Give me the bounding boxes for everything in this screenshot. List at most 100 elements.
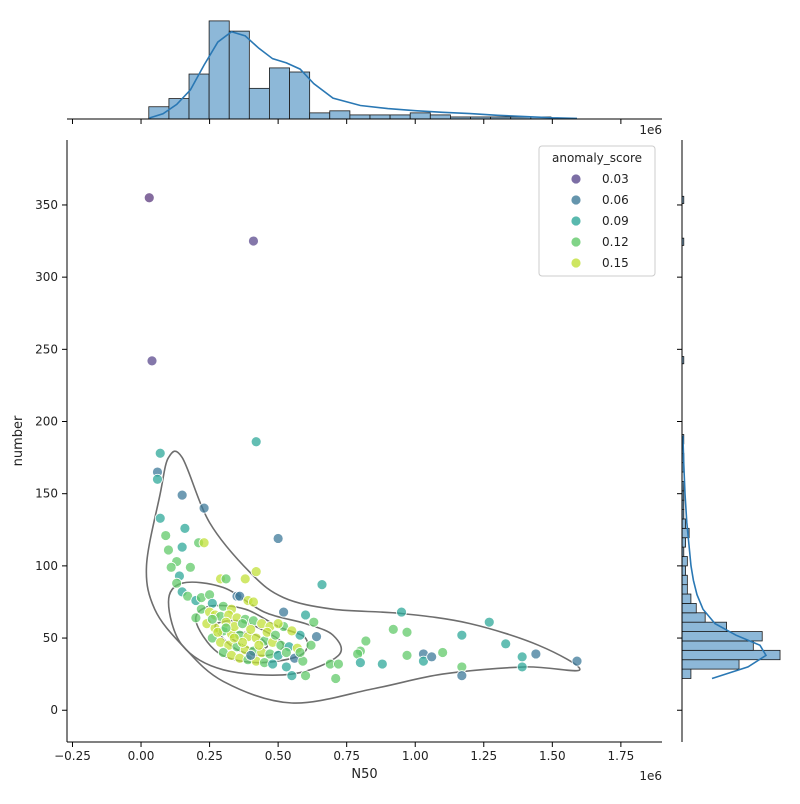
scatter-point xyxy=(401,626,413,638)
x-exponent-label: 1e6 xyxy=(639,769,662,783)
right-kde-line xyxy=(682,435,768,680)
scatter-point xyxy=(396,606,407,618)
x-tick-label: 0.00 xyxy=(128,749,155,763)
scatter-point xyxy=(387,623,399,635)
scatter-point xyxy=(154,447,166,459)
scatter-point xyxy=(182,590,194,602)
legend-title: anomaly_score xyxy=(552,151,642,165)
x-tick-label: 0.50 xyxy=(265,749,292,763)
top-histogram-bar xyxy=(409,112,431,120)
scatter-point xyxy=(530,648,542,660)
scatter-point xyxy=(190,612,202,624)
scatter-point xyxy=(401,649,413,661)
x-tick-label: 0.75 xyxy=(333,749,360,763)
y-tick-label: 200 xyxy=(35,415,58,429)
scatter-point xyxy=(308,616,320,628)
legend-marker xyxy=(570,257,582,269)
scatter-point xyxy=(176,541,188,553)
scatter-point xyxy=(143,192,155,204)
scatter-point xyxy=(179,522,191,534)
x-axis-label: N50 xyxy=(351,767,377,782)
top-histogram-bar xyxy=(309,112,331,120)
scatter-point xyxy=(198,502,210,514)
y-tick-label: 100 xyxy=(35,559,58,573)
scatter-point xyxy=(220,573,232,585)
right-histogram-bar xyxy=(681,537,686,548)
scatter-point xyxy=(184,561,196,573)
scatter-point xyxy=(376,658,388,670)
top-exponent-label: 1e6 xyxy=(639,123,662,137)
scatter-point xyxy=(198,537,210,549)
scatter-point xyxy=(269,629,281,641)
right-histogram-bar xyxy=(681,612,706,623)
top-histogram-bar xyxy=(429,114,451,120)
scatter-point xyxy=(516,651,528,663)
y-tick-label: 0 xyxy=(50,703,58,717)
scatter-point xyxy=(280,661,292,673)
right-histogram-bar xyxy=(681,584,688,595)
right-histogram-bar xyxy=(681,518,686,529)
right-histogram-bar xyxy=(681,556,688,567)
kde-contour-line xyxy=(167,581,343,676)
scatter-point xyxy=(220,622,232,634)
right-marginal-panel xyxy=(677,140,781,742)
top-kde-line xyxy=(149,30,578,120)
legend-marker xyxy=(570,194,582,206)
y-tick-label: 150 xyxy=(35,487,58,501)
scatter-point xyxy=(294,647,306,658)
top-histogram-bar xyxy=(188,73,210,120)
scatter-point xyxy=(500,638,512,650)
x-tick-label: −0.25 xyxy=(54,749,91,763)
right-histogram-bar xyxy=(681,593,692,604)
scatter-point xyxy=(253,639,265,651)
scatter-point xyxy=(165,561,177,573)
right-histogram-bar xyxy=(681,574,688,586)
legend-marker xyxy=(570,173,582,185)
x-tick-label: 1.25 xyxy=(470,749,497,763)
scatter-point xyxy=(212,626,224,638)
legend-label: 0.15 xyxy=(602,256,629,270)
scatter-point xyxy=(228,632,240,644)
scatter-point xyxy=(146,355,158,367)
right-histogram-bar xyxy=(681,668,692,679)
scatter-point xyxy=(171,577,183,589)
scatter-point xyxy=(300,670,311,681)
scatter-point xyxy=(272,618,284,630)
scatter-point xyxy=(316,579,328,591)
top-histogram-bar xyxy=(349,114,371,120)
top-histogram-bar xyxy=(289,71,311,120)
scatter-point xyxy=(516,661,528,673)
scatter-point xyxy=(239,573,251,585)
top-histogram-bar xyxy=(369,114,391,120)
legend-label: 0.06 xyxy=(602,193,629,207)
legend-label: 0.03 xyxy=(602,172,629,186)
scatter-point xyxy=(248,235,259,247)
legend: anomaly_score 0.03 0.06 0.09 0.12 0.15 xyxy=(538,145,656,277)
scatter-point xyxy=(206,613,218,625)
scatter-point xyxy=(160,530,172,541)
scatter-point xyxy=(250,566,262,578)
scatter-point xyxy=(286,625,298,637)
top-histogram-bar xyxy=(389,114,411,120)
top-histogram-bar xyxy=(248,87,270,120)
legend-marker xyxy=(570,236,582,248)
legend-label: 0.09 xyxy=(602,214,629,228)
right-histogram-bar xyxy=(681,659,740,670)
scatter-point xyxy=(176,489,188,501)
scatter-point xyxy=(267,658,279,670)
scatter-point xyxy=(272,533,284,544)
right-histogram-bar xyxy=(681,603,697,614)
scatter-point xyxy=(311,631,322,643)
right-histogram-bar xyxy=(681,640,754,651)
scatter-point xyxy=(278,606,290,618)
scatter-point xyxy=(286,670,298,681)
scatter-point xyxy=(571,655,583,667)
scatter-point xyxy=(237,618,248,630)
top-marginal-panel: 1e6 xyxy=(67,20,662,137)
scatter-point xyxy=(237,636,248,648)
scatter-point xyxy=(354,657,366,668)
scatter-point xyxy=(300,609,311,621)
scatter-point xyxy=(152,473,163,485)
right-histogram-bar xyxy=(681,631,763,642)
